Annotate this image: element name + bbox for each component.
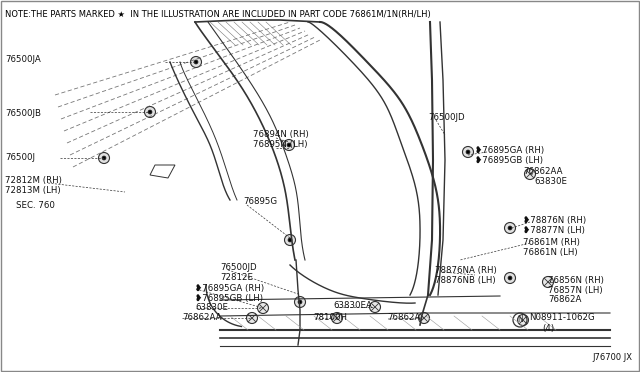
Circle shape [508, 226, 512, 230]
Text: 76500JA: 76500JA [5, 55, 41, 64]
Text: J76700 JX: J76700 JX [592, 353, 632, 362]
Text: ❥76895GA (RH): ❥76895GA (RH) [475, 145, 544, 154]
Text: 76862AA: 76862AA [523, 167, 563, 176]
Circle shape [518, 314, 529, 326]
Text: 76895G: 76895G [243, 198, 277, 206]
Circle shape [257, 302, 269, 314]
Circle shape [419, 312, 429, 324]
Text: 78100H: 78100H [313, 312, 347, 321]
Circle shape [504, 222, 515, 234]
Circle shape [543, 276, 554, 288]
Polygon shape [150, 165, 175, 178]
Circle shape [508, 276, 512, 280]
Text: 63830EA: 63830EA [333, 301, 372, 310]
Circle shape [284, 140, 294, 151]
Text: (4): (4) [542, 324, 554, 333]
Circle shape [102, 156, 106, 160]
Text: 78876NA (RH): 78876NA (RH) [435, 266, 497, 275]
Text: 63830E: 63830E [195, 304, 228, 312]
Text: 76856N (RH): 76856N (RH) [548, 276, 604, 285]
Circle shape [145, 106, 156, 118]
Text: ❥76895GB (LH): ❥76895GB (LH) [195, 294, 263, 302]
Circle shape [369, 301, 381, 312]
Text: 76500JB: 76500JB [5, 109, 41, 118]
Text: 72813M (LH): 72813M (LH) [5, 186, 61, 195]
Circle shape [294, 296, 305, 308]
Text: N: N [517, 315, 523, 324]
Circle shape [191, 57, 202, 67]
Text: 76857N (LH): 76857N (LH) [548, 285, 603, 295]
Circle shape [99, 153, 109, 164]
Circle shape [332, 312, 342, 324]
Text: 72812M (RH): 72812M (RH) [5, 176, 62, 186]
Text: 76500JD: 76500JD [428, 113, 465, 122]
Circle shape [525, 169, 536, 180]
Circle shape [287, 143, 291, 147]
Text: ❥78877N (LH): ❥78877N (LH) [523, 225, 585, 234]
Text: 76861M (RH): 76861M (RH) [523, 237, 580, 247]
Text: 76862A: 76862A [548, 295, 581, 305]
Text: 72812E: 72812E [220, 273, 253, 282]
Text: NOTE:THE PARTS MARKED ★  IN THE ILLUSTRATION ARE INCLUDED IN PART CODE 76861M/1N: NOTE:THE PARTS MARKED ★ IN THE ILLUSTRAT… [5, 10, 431, 19]
Text: 78876NB (LH): 78876NB (LH) [435, 276, 495, 285]
Text: 76862AA: 76862AA [182, 314, 221, 323]
Text: ❥76895GA (RH): ❥76895GA (RH) [195, 283, 264, 292]
Text: ❥78876N (RH): ❥78876N (RH) [523, 215, 586, 224]
Text: 76895N (LH): 76895N (LH) [253, 141, 307, 150]
Circle shape [148, 110, 152, 114]
Circle shape [288, 238, 292, 242]
Circle shape [298, 300, 302, 304]
Text: 76500J: 76500J [5, 154, 35, 163]
Circle shape [504, 273, 515, 283]
Circle shape [285, 234, 296, 246]
Text: 76862A: 76862A [387, 312, 420, 321]
Circle shape [463, 147, 474, 157]
Text: 76894N (RH): 76894N (RH) [253, 131, 308, 140]
Text: 76861N (LH): 76861N (LH) [523, 247, 578, 257]
Text: N08911-1062G: N08911-1062G [529, 314, 595, 323]
Circle shape [246, 312, 257, 324]
Text: SEC. 760: SEC. 760 [16, 201, 55, 209]
Text: 76500JD: 76500JD [220, 263, 257, 273]
Circle shape [466, 150, 470, 154]
Circle shape [194, 60, 198, 64]
Text: 63830E: 63830E [534, 177, 567, 186]
Text: ❥76895GB (LH): ❥76895GB (LH) [475, 155, 543, 164]
